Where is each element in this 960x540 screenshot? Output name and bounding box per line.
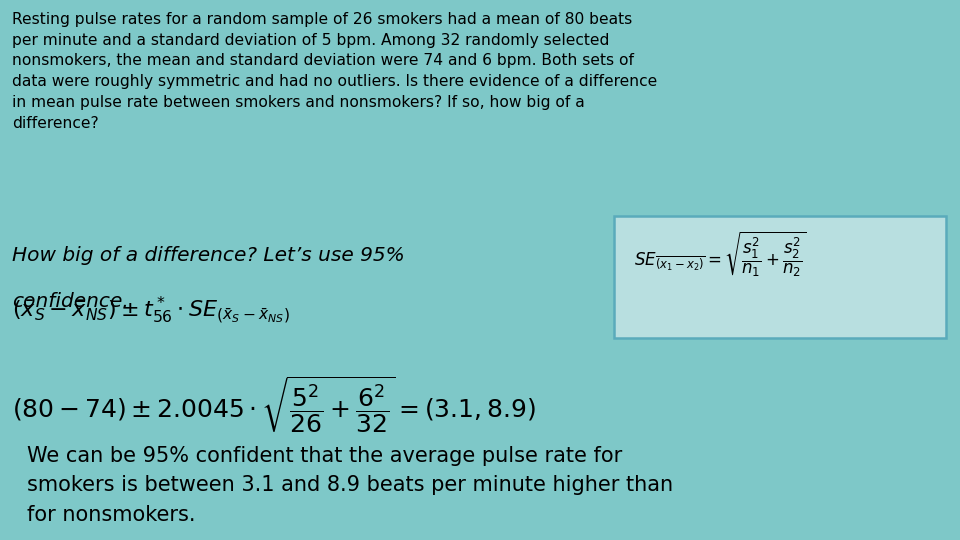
Text: Resting pulse rates for a random sample of 26 smokers had a mean of 80 beats
per: Resting pulse rates for a random sample … — [12, 12, 658, 131]
Text: $(80 - 74) \pm 2.0045 \cdot \sqrt{\dfrac{5^2}{26} + \dfrac{6^2}{32}} = (3.1, 8.9: $(80 - 74) \pm 2.0045 \cdot \sqrt{\dfrac… — [12, 375, 537, 436]
Text: confidence.: confidence. — [12, 292, 130, 310]
Text: $SE_{\overline{(x_1 - x_2)}} = \sqrt{\dfrac{s_1^2}{n_1} + \dfrac{s_2^2}{n_2}}$: $SE_{\overline{(x_1 - x_2)}} = \sqrt{\df… — [634, 230, 806, 279]
Text: $(\bar{x}_S - \bar{x}_{NS}) \pm t^*_{56} \cdot SE_{(\bar{x}_S - \bar{x}_{NS})}$: $(\bar{x}_S - \bar{x}_{NS}) \pm t^*_{56}… — [12, 294, 290, 326]
FancyBboxPatch shape — [614, 216, 946, 338]
Text: We can be 95% confident that the average pulse rate for
smokers is between 3.1 a: We can be 95% confident that the average… — [27, 446, 673, 525]
Text: How big of a difference? Let’s use 95%: How big of a difference? Let’s use 95% — [12, 246, 405, 265]
